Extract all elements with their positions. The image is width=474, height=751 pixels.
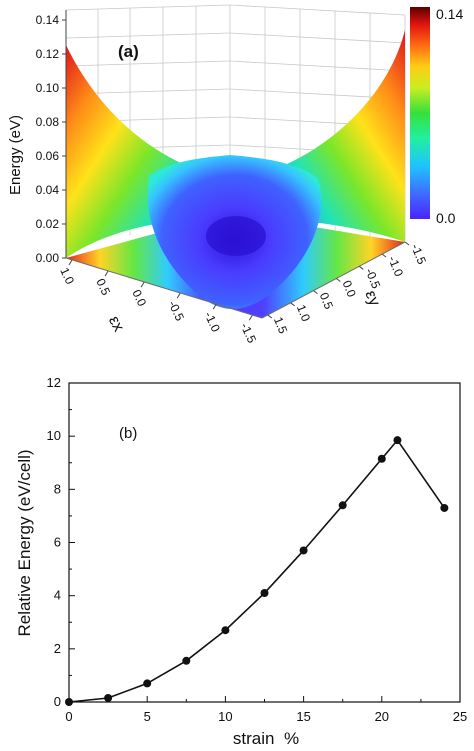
panel-b-x-tick-label: 0 <box>65 709 72 724</box>
panel-a-x-tick-mark <box>248 314 253 321</box>
panel-b-data-point <box>377 454 386 463</box>
panel-b-y-tick-label: 12 <box>47 375 61 390</box>
panel-a-y-tick-mark <box>290 302 295 307</box>
panel-a-x-tick-label: 0.5 <box>93 276 113 297</box>
panel-a-y-ticks: -1.5-1.0-0.50.00.51.01.5 <box>267 241 429 336</box>
panel-b-data-point <box>143 679 152 688</box>
panel-a-x-tick-label: 0.0 <box>129 287 149 308</box>
panel-a-x-axis-label: εx <box>105 313 127 334</box>
panel-a-y-tick-mark <box>381 253 387 258</box>
panel-a-y-tick-mark <box>313 290 318 295</box>
panel-b-data-point <box>182 656 191 665</box>
panel-a-y-tick-label: 1.0 <box>294 303 313 324</box>
panel-b-x-tick-label: 25 <box>453 709 467 724</box>
panel-b-y-tick-label: 4 <box>54 588 61 603</box>
panel-b-series-line <box>68 438 446 703</box>
panel-b-data-point <box>260 589 269 598</box>
panel-a-z-tick-label: 0.00 <box>36 251 60 265</box>
panel-b-series-points <box>65 436 449 706</box>
panel-b-label: (b) <box>119 425 137 442</box>
panel-a-x-tick-label: -0.5 <box>165 298 187 323</box>
panel-a-y-tick-label: -1.0 <box>385 254 406 279</box>
panel-a-y-axis-label: εy <box>361 288 382 308</box>
panel-b-y-tick-label: 8 <box>54 481 61 496</box>
panel-b: 0 5 10 15 20 25 0 2 4 6 8 10 12 (b) strain % Relati… <box>15 375 467 748</box>
panel-a-x-tick-mark <box>176 292 181 299</box>
panel-b-data-point <box>65 698 73 706</box>
panel-b-y-ticks: 0 2 4 6 8 10 12 <box>47 375 75 709</box>
panel-a-x-tick-label: 1.0 <box>57 265 77 286</box>
panel-b-data-point <box>440 503 449 512</box>
panel-a-z-axis-label: Energy (eV) <box>7 115 24 195</box>
panel-b-x-tick-label: 10 <box>218 709 232 724</box>
panel-a-y-tick-mark <box>404 241 410 246</box>
panel-a-x-tick-label: -1.0 <box>202 310 224 335</box>
panel-a-y-tick-label: 1.5 <box>271 315 290 336</box>
panel-b-data-point <box>393 436 402 445</box>
panel-a-y-tick-label: -0.5 <box>362 266 383 291</box>
panel-a-y-tick-label: 0.0 <box>340 278 359 299</box>
panel-b-y-tick-label: 0 <box>54 694 61 709</box>
panel-b-data-point <box>221 626 230 635</box>
panel-b-x-ticks: 0 5 10 15 20 25 <box>65 696 467 724</box>
panel-a-x-tick-mark <box>104 270 109 277</box>
panel-b-y-tick-label: 10 <box>47 428 61 443</box>
panel-a-y-tick-label: 0.5 <box>317 291 336 312</box>
colorbar-max-label: 0.14 <box>436 6 463 22</box>
panel-a-y-tick-mark <box>267 314 273 319</box>
panel-b-y-axis-label: Relative Energy (eV/cell) <box>15 449 34 636</box>
panel-a-y-tick-label: -1.5 <box>408 242 429 267</box>
panel-b-x-tick-label: 5 <box>144 709 151 724</box>
panel-a-y-tick-mark <box>336 278 341 282</box>
panel-a-z-tick-label: 0.02 <box>36 217 60 231</box>
panel-b-x-axis-label: strain % <box>233 729 299 748</box>
panel-a-box-edges <box>65 241 406 319</box>
panel-a-colorbar: 0.14 0.0 <box>410 6 463 226</box>
panel-a-z-ticks: 0.00 0.02 0.04 0.06 0.08 0.10 0.12 0.14 <box>36 13 66 265</box>
colorbar-gradient <box>410 7 430 219</box>
panel-a: 0.00 0.02 0.04 0.06 0.08 0.10 0.12 0.14 Energy … <box>7 4 463 346</box>
panel-a-x-tick-mark <box>212 303 217 310</box>
colorbar-min-label: 0.0 <box>436 210 456 226</box>
panel-a-z-tick-label: 0.08 <box>36 115 60 129</box>
panel-a-y-tick-mark <box>358 265 364 270</box>
panel-a-z-tick-label: 0.12 <box>36 47 60 61</box>
panel-a-z-tick-label: 0.04 <box>36 183 60 197</box>
panel-a-z-axis: 0.00 0.02 0.04 0.06 0.08 0.10 0.12 0.14 Energy … <box>7 10 67 265</box>
panel-b-x-tick-label: 20 <box>375 709 389 724</box>
panel-a-label: (a) <box>118 42 139 61</box>
panel-a-z-tick-label: 0.14 <box>36 13 60 27</box>
panel-a-z-tick-label: 0.10 <box>36 81 60 95</box>
panel-a-z-tick-label: 0.06 <box>36 149 60 163</box>
panel-b-data-point <box>104 694 113 703</box>
panel-a-x-tick-label: -1.5 <box>238 321 260 346</box>
panel-a-x-tick-mark <box>68 259 73 266</box>
panel-a-x-tick-mark <box>140 281 145 288</box>
panel-b-x-tick-label: 15 <box>296 709 310 724</box>
panel-b-y-tick-label: 6 <box>54 535 61 550</box>
panel-b-data-point <box>299 546 308 555</box>
panel-b-data-point <box>338 501 347 510</box>
panel-b-y-tick-label: 2 <box>54 641 61 656</box>
panel-a-surface-minimum <box>206 216 266 256</box>
